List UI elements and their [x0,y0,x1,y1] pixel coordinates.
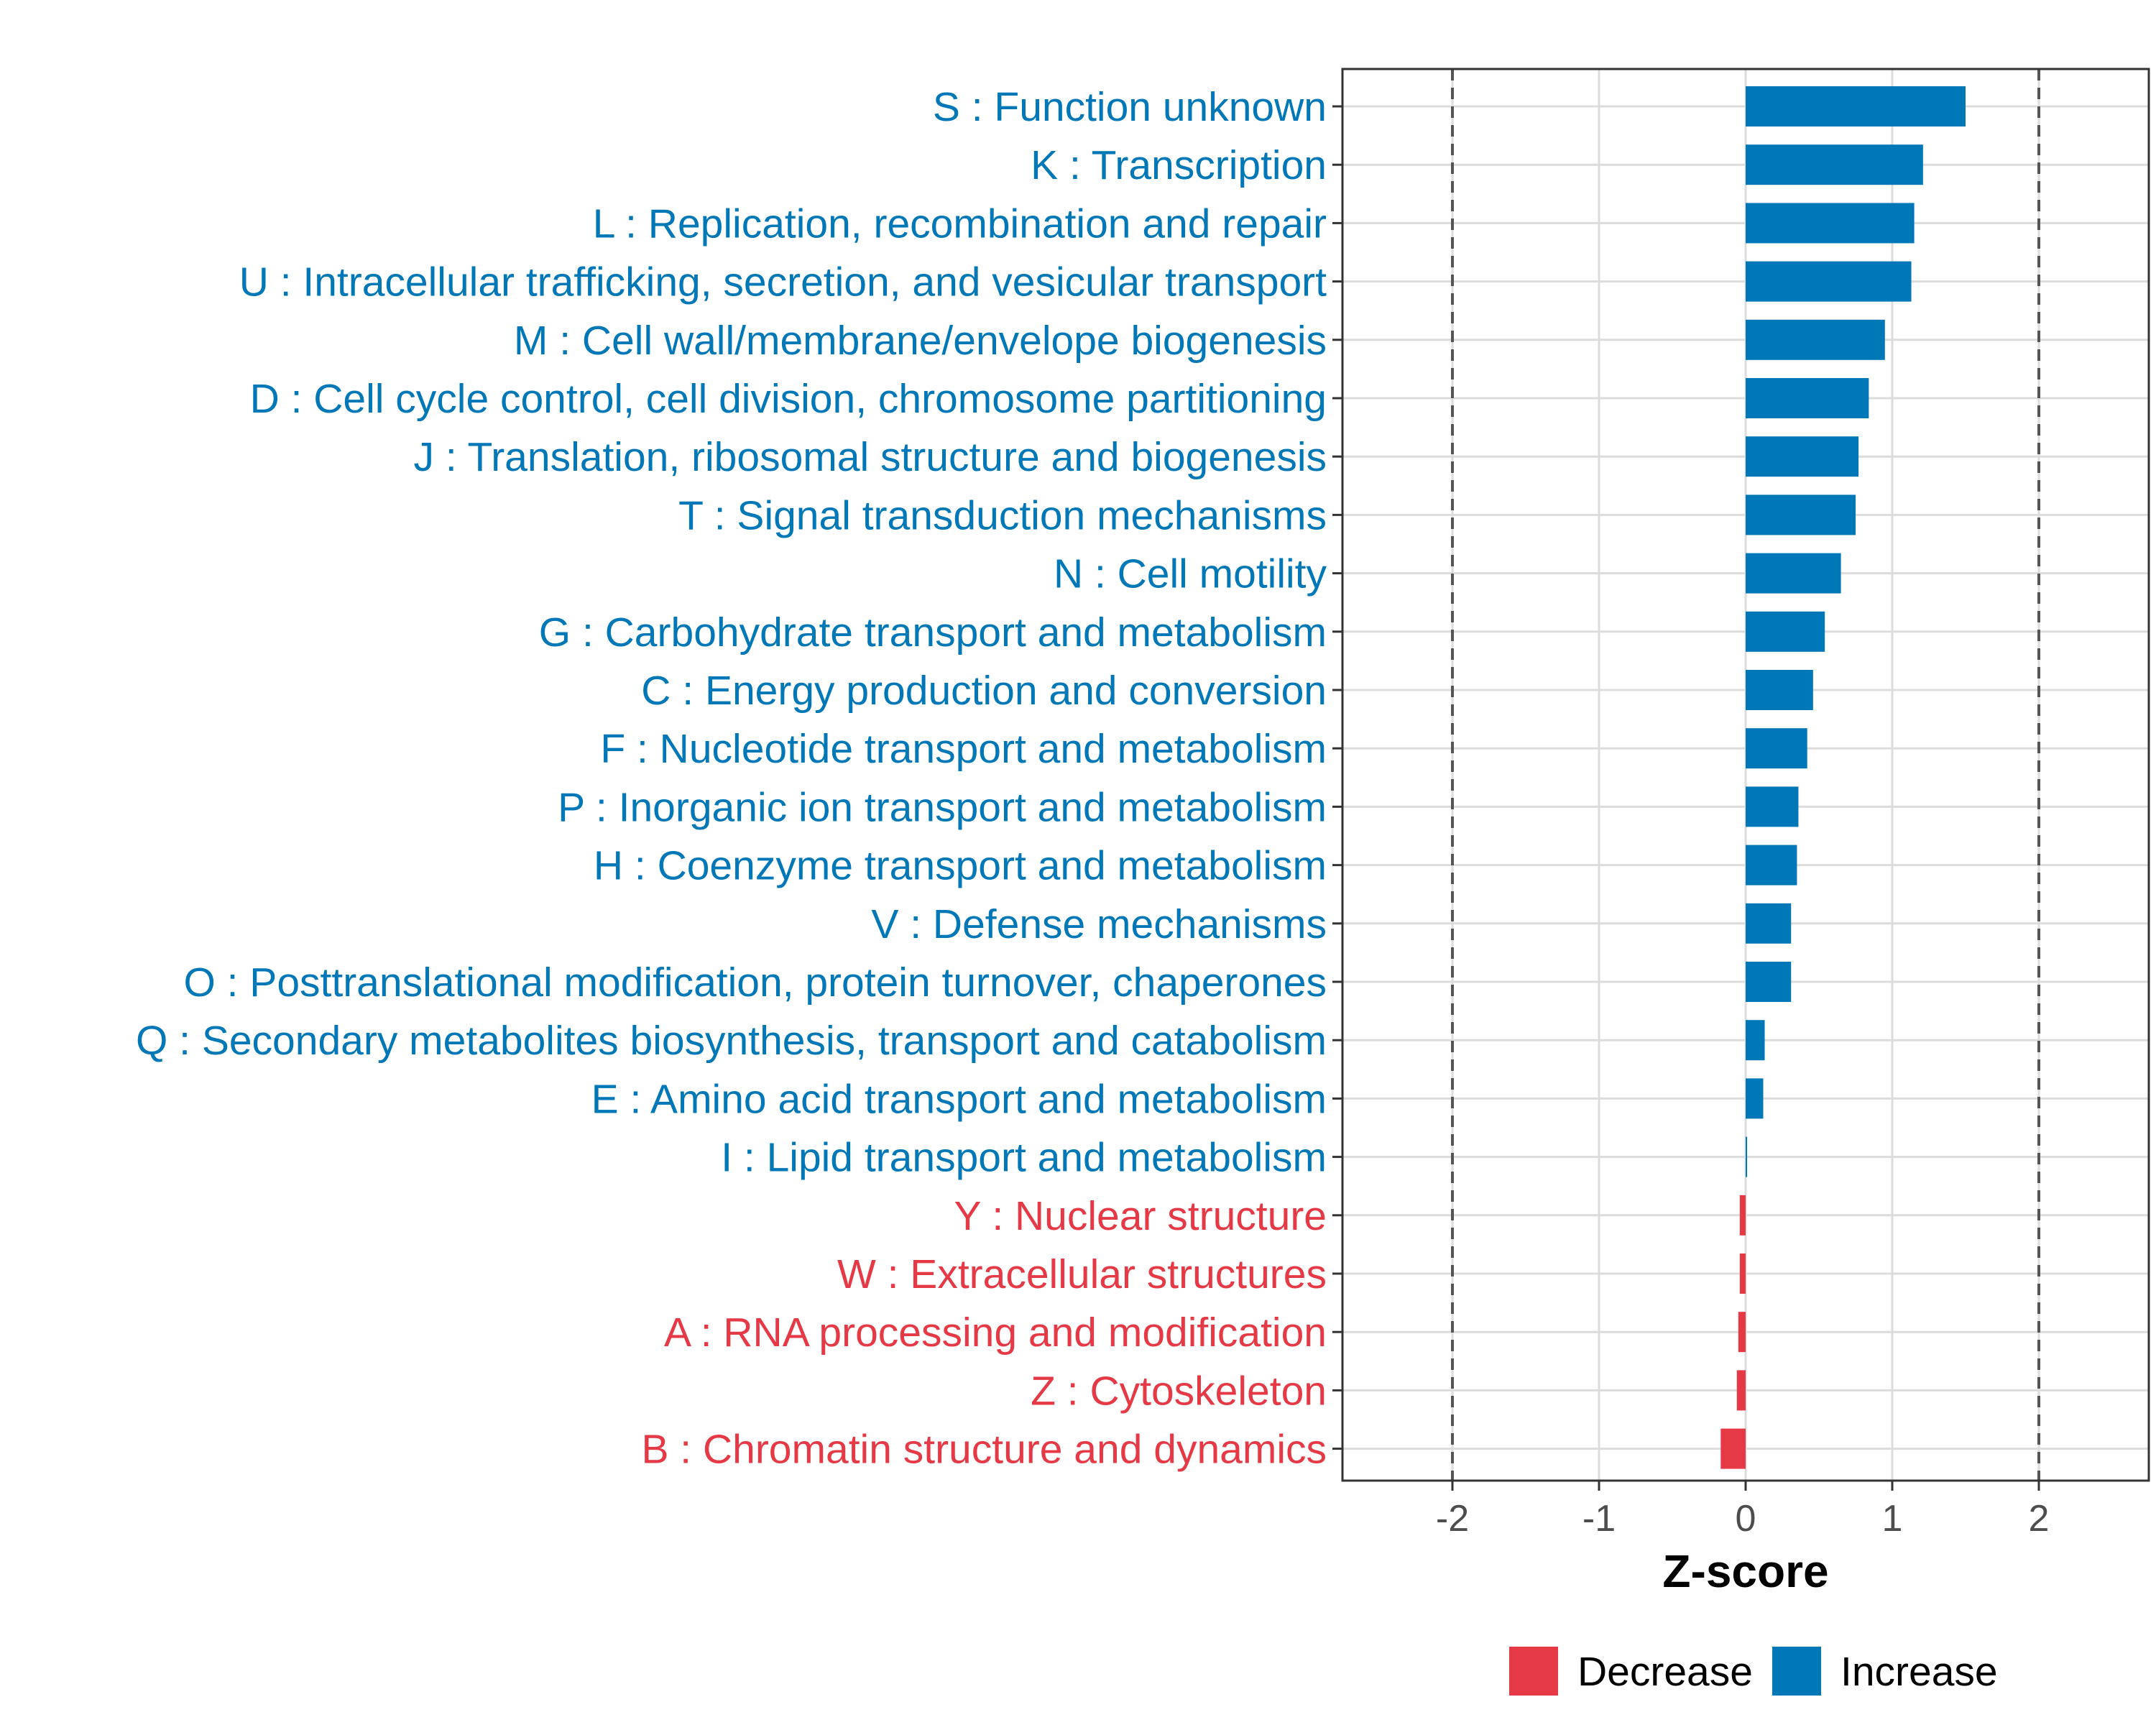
bar-1 [1746,144,1923,185]
legend-label-increase: Increase [1841,1649,1998,1695]
x-tick-label-1: -1 [1583,1498,1616,1540]
legend-swatch-decrease [1509,1647,1558,1696]
category-label-15: O : Posttranslational modification, prot… [183,960,1327,1006]
legend-swatch-increase [1772,1647,1821,1696]
category-label-0: S : Function unknown [933,84,1327,130]
category-label-16: Q : Secondary metabolites biosynthesis, … [136,1018,1327,1064]
bar-4 [1746,319,1885,360]
bar-13 [1746,845,1797,886]
category-label-3: U : Intracellular trafficking, secretion… [239,259,1327,305]
legend-label-decrease: Decrease [1577,1649,1753,1695]
category-label-12: P : Inorganic ion transport and metaboli… [558,784,1327,830]
reference-lines [1451,69,2040,1481]
bar-9 [1746,611,1825,652]
bar-11 [1746,728,1807,769]
bar-20 [1739,1254,1746,1294]
category-label-2: L : Replication, recombination and repai… [593,201,1327,247]
x-axis: -2 -1 0 1 2 [1436,1481,2050,1540]
bar-7 [1746,494,1856,535]
category-label-23: B : Chromatin structure and dynamics [641,1427,1327,1473]
bar-19 [1739,1195,1746,1236]
legend: Decrease Increase [1509,1647,1998,1696]
category-label-14: V : Defense mechanisms [871,901,1327,947]
category-label-9: G : Carbohydrate transport and metabolis… [539,610,1327,656]
category-label-17: E : Amino acid transport and metabolism [591,1076,1327,1122]
category-label-6: J : Translation, ribosomal structure and… [414,434,1327,480]
bars [1720,86,1966,1469]
category-label-4: M : Cell wall/membrane/envelope biogenes… [514,318,1327,364]
category-label-5: D : Cell cycle control, cell division, c… [250,376,1327,422]
category-label-10: C : Energy production and conversion [641,668,1327,714]
bar-6 [1746,436,1859,477]
x-axis-title: Z-score [1662,1545,1828,1597]
category-label-22: Z : Cytoskeleton [1031,1368,1327,1414]
bar-17 [1746,1078,1764,1119]
category-label-1: K : Transcription [1031,142,1327,188]
category-label-11: F : Nucleotide transport and metabolism [600,726,1327,772]
bar-15 [1746,962,1792,1002]
bar-5 [1746,378,1869,418]
bar-23 [1720,1428,1746,1469]
x-tick-label-3: 1 [1882,1498,1903,1540]
bar-2 [1746,203,1915,244]
bar-8 [1746,553,1841,594]
x-tick-label-0: -2 [1436,1498,1469,1540]
category-label-8: N : Cell motility [1054,551,1327,597]
bar-21 [1738,1312,1746,1353]
x-tick-label-4: 2 [2029,1498,2050,1540]
bar-22 [1736,1370,1746,1411]
bar-0 [1746,86,1966,126]
category-label-20: W : Extracellular structures [837,1251,1327,1297]
bar-10 [1746,670,1813,710]
bar-14 [1746,903,1792,944]
x-tick-label-2: 0 [1736,1498,1756,1540]
category-label-18: I : Lipid transport and metabolism [721,1135,1327,1181]
category-label-13: H : Coenzyme transport and metabolism [594,843,1327,889]
category-label-21: A : RNA processing and modification [664,1310,1327,1356]
bar-16 [1746,1020,1765,1061]
category-label-7: T : Signal transduction mechanisms [678,492,1327,538]
y-axis: S : Function unknown K : Transcription L :… [136,84,1342,1473]
bar-12 [1746,786,1799,827]
category-label-19: Y : Nuclear structure [954,1193,1327,1239]
bar-3 [1746,261,1912,302]
bar-18 [1746,1136,1748,1177]
